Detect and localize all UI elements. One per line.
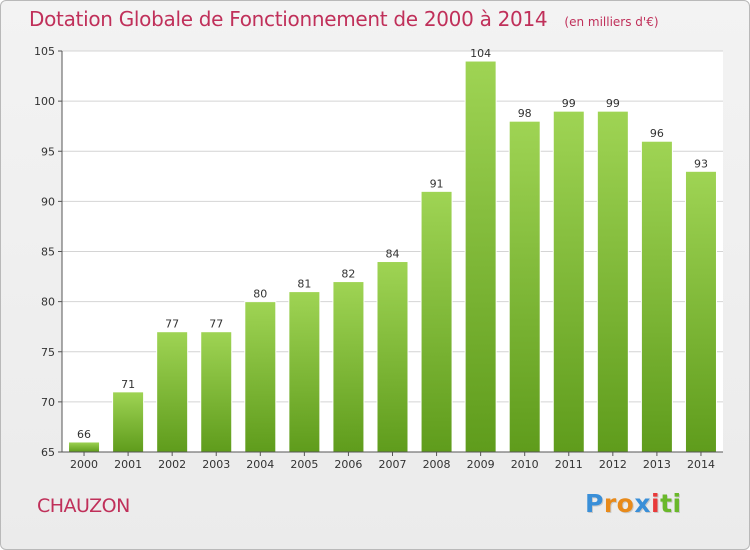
x-tick-label: 2002 (158, 458, 186, 471)
x-tick-label: 2013 (643, 458, 671, 471)
chart-subtitle: (en milliers d'€) (564, 15, 659, 29)
y-tick-label: 95 (41, 145, 55, 158)
data-label: 80 (253, 288, 267, 301)
bar (640, 140, 673, 453)
bar (552, 110, 585, 453)
bar (332, 281, 365, 453)
data-label: 91 (430, 177, 444, 190)
y-tick-label: 65 (41, 446, 55, 459)
commune-name: CHAUZON (37, 495, 130, 517)
logo-letter: i (672, 489, 682, 518)
proxiti-logo: Proxiti (585, 489, 682, 518)
data-label: 104 (470, 47, 491, 60)
logo-letter: P (585, 489, 604, 518)
logo-letter: x (634, 489, 651, 518)
chart-title: Dotation Globale de Fonctionnement de 20… (29, 7, 548, 31)
data-label: 66 (77, 428, 91, 441)
bar (156, 331, 189, 453)
data-label: 71 (121, 378, 135, 391)
bar (112, 391, 145, 453)
x-tick-label: 2009 (467, 458, 495, 471)
logo-letter: o (616, 489, 635, 518)
y-tick-label: 90 (41, 195, 55, 208)
bar (464, 60, 497, 453)
bar (596, 110, 629, 453)
bar (288, 291, 321, 453)
bar (376, 261, 409, 453)
data-label: 99 (606, 97, 620, 110)
x-tick-label: 2012 (599, 458, 627, 471)
bar (684, 170, 717, 453)
x-tick-label: 2005 (290, 458, 318, 471)
x-tick-label: 2008 (423, 458, 451, 471)
x-tick-label: 2000 (70, 458, 98, 471)
x-tick-label: 2006 (334, 458, 362, 471)
data-label: 99 (562, 97, 576, 110)
y-tick-label: 75 (41, 346, 55, 359)
x-tick-label: 2014 (687, 458, 715, 471)
data-label: 98 (518, 107, 532, 120)
x-tick-label: 2004 (246, 458, 274, 471)
data-label: 96 (650, 127, 664, 140)
y-tick-label: 85 (41, 246, 55, 259)
logo-letter: r (603, 489, 617, 518)
data-label: 81 (297, 278, 311, 291)
x-tick-label: 2001 (114, 458, 142, 471)
bar (420, 190, 453, 453)
data-label: 77 (209, 318, 223, 331)
y-tick-label: 100 (34, 95, 55, 108)
y-tick-label: 70 (41, 396, 55, 409)
bar (508, 120, 541, 453)
x-tick-label: 2010 (511, 458, 539, 471)
bar (244, 301, 277, 453)
x-tick-label: 2003 (202, 458, 230, 471)
data-label: 82 (341, 268, 355, 281)
title-block: Dotation Globale de Fonctionnement de 20… (29, 7, 659, 31)
data-label: 93 (694, 157, 708, 170)
bar (68, 441, 101, 453)
x-tick-label: 2011 (555, 458, 583, 471)
logo-letter: i (651, 489, 661, 518)
data-label: 77 (165, 318, 179, 331)
y-tick-label: 105 (34, 45, 55, 58)
logo-letter: t (660, 489, 673, 518)
data-label: 84 (386, 248, 400, 261)
x-tick-label: 2007 (379, 458, 407, 471)
bar (200, 331, 233, 453)
y-tick-label: 80 (41, 296, 55, 309)
